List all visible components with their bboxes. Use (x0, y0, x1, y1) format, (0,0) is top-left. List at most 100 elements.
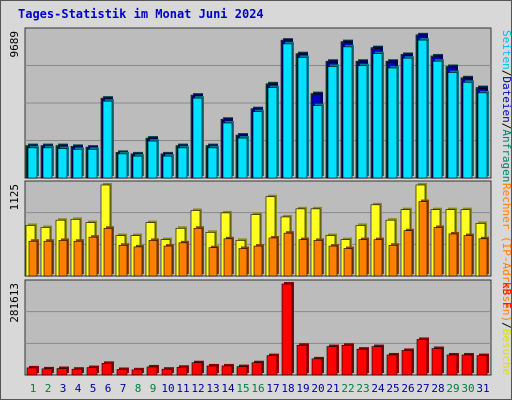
x-tick-label: 13 (206, 382, 219, 395)
sites-bar (373, 237, 384, 277)
kbytes-bar (191, 360, 204, 376)
x-tick-label: 28 (431, 382, 444, 395)
kbytes-bar (311, 356, 324, 376)
sites-bar (28, 239, 39, 277)
sites-bar (283, 231, 294, 277)
pages-bar (27, 145, 39, 179)
pages-bar (402, 56, 414, 179)
pages-bar (57, 146, 69, 179)
x-tick-label: 20 (311, 382, 324, 395)
pages-bar (222, 120, 234, 179)
pages-bar (357, 63, 369, 179)
x-tick-label: 6 (105, 382, 112, 395)
pages-bar (477, 90, 489, 179)
pages-bar (297, 55, 309, 179)
sites-bar (463, 233, 474, 277)
kbytes-bar (251, 360, 264, 376)
y-max-label-panel-2: 1125 (8, 184, 21, 211)
x-tick-label: 12 (191, 382, 204, 395)
x-tick-label: 14 (221, 382, 235, 395)
sites-bar (133, 244, 144, 277)
kbytes-bar (161, 367, 174, 376)
legend-entry: Rechner (IP-Adressen) (500, 183, 512, 322)
chart-title: Tages-Statistik im Monat Juni 2024 (18, 7, 264, 21)
kbytes-bar (461, 352, 474, 376)
legend-entry: / (500, 322, 512, 329)
pages-bar (372, 51, 384, 179)
x-tick-label: 21 (326, 382, 339, 395)
kbytes-bar (236, 364, 249, 376)
pages-bar (177, 145, 189, 179)
x-tick-label: 26 (401, 382, 414, 395)
x-tick-label: 5 (90, 382, 97, 395)
pages-bar (72, 147, 84, 179)
sites-bar (88, 235, 99, 277)
kbytes-bar (281, 282, 294, 376)
sites-bar (433, 225, 444, 277)
x-tick-label: 27 (416, 382, 429, 395)
pages-bar (267, 85, 279, 179)
legend-entry: kB F (500, 282, 512, 309)
legend-entry: / (500, 70, 512, 77)
kbytes-bar (266, 353, 279, 376)
x-tick-label: 31 (476, 382, 489, 395)
sites-bar (253, 244, 264, 277)
pages-bar (252, 109, 264, 179)
sites-bar (58, 238, 69, 277)
sites-bar (163, 244, 174, 277)
kbytes-bar (116, 367, 129, 376)
x-tick-label: 29 (446, 382, 459, 395)
sites-bar (388, 243, 399, 277)
sites-bar (148, 238, 159, 277)
pages-bar (237, 136, 249, 179)
kbytes-bar (56, 366, 69, 376)
x-tick-label: 15 (236, 382, 249, 395)
kbytes-bar (416, 337, 429, 376)
kbytes-bar (401, 348, 414, 376)
sites-bar (178, 240, 189, 277)
kbytes-bar (221, 363, 234, 376)
kbytes-bar (341, 343, 354, 376)
sites-bar (193, 226, 204, 277)
kbytes-bar (296, 343, 309, 376)
sites-bar (118, 243, 129, 277)
x-tick-label: 30 (461, 382, 474, 395)
kbytes-bar (146, 364, 159, 376)
x-tick-label: 8 (135, 382, 142, 395)
pages-bar (342, 44, 354, 179)
legend-panel-1: Seiten/Dateien/Anfragen (500, 30, 512, 182)
kbytes-bar (41, 366, 54, 376)
legend-entry: / (500, 123, 512, 130)
sites-bar (73, 239, 84, 277)
kbytes-bar (206, 363, 219, 376)
kbytes-bar (26, 365, 39, 376)
x-tick-label: 23 (356, 382, 369, 395)
sites-bar (208, 245, 219, 277)
sites-bar (43, 239, 54, 277)
pages-bar (432, 59, 444, 179)
legend-entry: Seiten (500, 30, 512, 70)
x-tick-label: 1 (30, 382, 37, 395)
pages-bar (192, 96, 204, 179)
x-tick-label: 4 (75, 382, 82, 395)
pages-bar (417, 38, 429, 179)
x-tick-label: 11 (176, 382, 189, 395)
sites-bar (343, 246, 354, 277)
kbytes-bar (71, 367, 84, 376)
kbytes-bar (101, 361, 114, 376)
x-tick-label: 16 (251, 382, 264, 395)
kbytes-bar (386, 352, 399, 376)
pages-bar (282, 41, 294, 179)
x-tick-label: 3 (60, 382, 67, 395)
y-max-label-panel-3: 281613 (8, 283, 21, 323)
kbytes-bar (371, 344, 384, 376)
pages-bar (207, 145, 219, 179)
x-tick-label: 25 (386, 382, 399, 395)
x-tick-label: 24 (371, 382, 385, 395)
x-tick-label: 7 (120, 382, 127, 395)
kbytes-bar (326, 344, 339, 376)
legend-entry: Dateien (500, 76, 512, 122)
kbytes-bar (476, 353, 489, 376)
kbytes-bar (431, 346, 444, 376)
pages-bar (87, 147, 99, 179)
